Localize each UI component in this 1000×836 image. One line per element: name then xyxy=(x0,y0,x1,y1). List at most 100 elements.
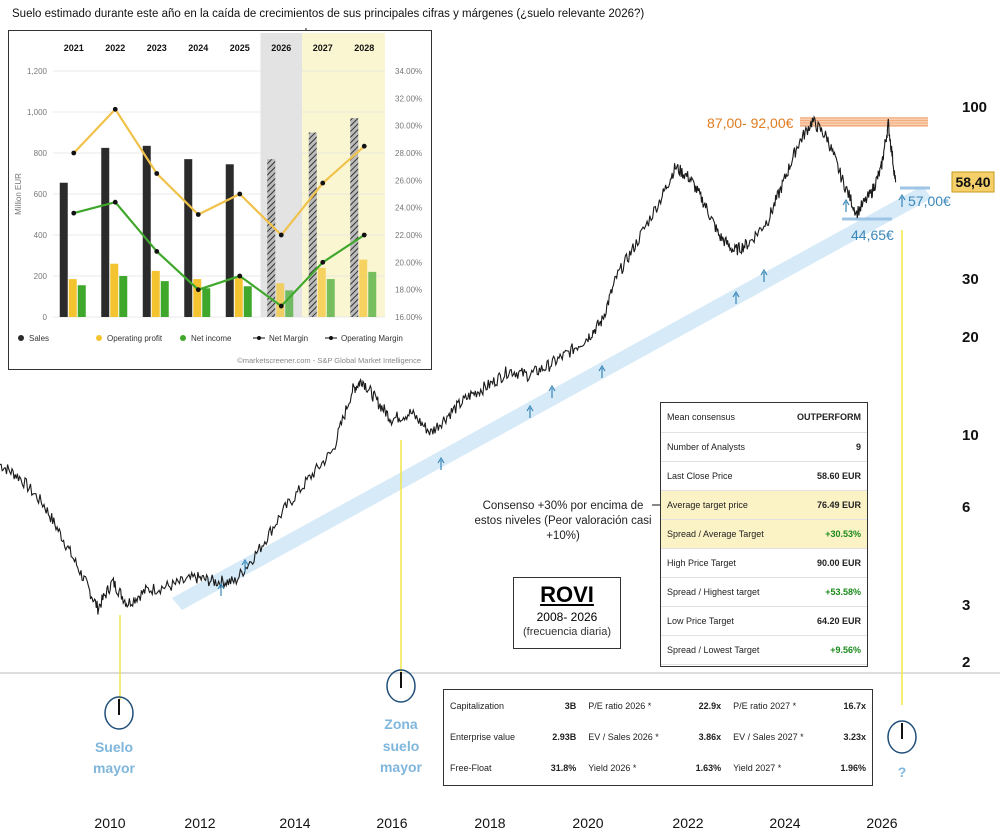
legend-label: Net income xyxy=(191,334,232,343)
floor-zone-label: mayor xyxy=(380,759,423,775)
x-tick-label: 2014 xyxy=(279,815,310,831)
valuation-value: 3.23x xyxy=(843,731,866,742)
valuation-value: 31.8% xyxy=(550,762,577,773)
net-margin-point xyxy=(361,232,367,238)
valuation-row: Capitalization 3B P/E ratio 2026 * 22.9x P/E… xyxy=(444,690,872,721)
inset-y2-tick: 18.00% xyxy=(395,286,422,295)
inset-y-label: Million EUR xyxy=(14,173,23,215)
net-income-bar xyxy=(285,290,294,317)
net-margin-point xyxy=(320,259,326,265)
valuation-label: Capitalization xyxy=(450,700,505,711)
inset-y2-tick: 34.00% xyxy=(395,67,422,76)
financials-inset-chart: 0 200 400 600 800 1,000 1,200 16.00% 18.00% 20.00… xyxy=(14,33,422,365)
legend-label: Operating profit xyxy=(107,334,163,343)
chart-title: ROVI xyxy=(540,582,594,607)
consensus-row: Spread / Highest target +53.58% xyxy=(661,577,867,607)
legend-label: Operating Margin xyxy=(341,334,403,343)
valuation-label: P/E ratio 2026 * xyxy=(588,700,652,711)
inset-year-label: 2024 xyxy=(188,43,208,53)
inset-y-tick: 1,200 xyxy=(27,67,48,76)
net-margin-point xyxy=(237,273,243,279)
floor-zone-label: suelo xyxy=(383,738,420,754)
inset-y-tick: 600 xyxy=(34,190,48,199)
consensus-row: Number of Analysts 9 xyxy=(661,432,867,462)
sales-bar xyxy=(184,159,193,317)
valuation-value: 1.63% xyxy=(695,762,722,773)
price-series-line xyxy=(0,115,897,615)
valuation-label: P/E ratio 2027 * xyxy=(733,700,797,711)
x-tick-label: 2026 xyxy=(866,815,897,831)
consensus-row: Low Price Target 64.20 EUR xyxy=(661,606,867,636)
legend-marker xyxy=(18,335,24,341)
y-tick-label: 10 xyxy=(962,427,979,444)
operating-margin-point xyxy=(361,143,367,149)
y-tick-label: 2 xyxy=(962,654,970,671)
chart-subtitle: 2008- 2026 xyxy=(536,610,598,624)
operating-profit-bar xyxy=(110,263,119,317)
valuation-label: Yield 2026 * xyxy=(588,762,637,773)
support-arrow-head xyxy=(217,582,225,590)
inset-y-tick: 1,000 xyxy=(27,108,48,117)
last-price-value: 58,40 xyxy=(955,174,990,190)
floor-major-label-2: mayor xyxy=(93,760,136,776)
legend-marker xyxy=(96,335,102,341)
sales-bar xyxy=(267,159,276,317)
operating-margin-point xyxy=(195,212,201,217)
net-income-bar xyxy=(160,281,169,317)
consensus-label: Low Price Target xyxy=(661,606,783,636)
chart-note: (frecuencia diaria) xyxy=(522,626,612,638)
valuation-value: 3B xyxy=(564,700,577,711)
valuation-row: Enterprise value 2.93B EV / Sales 2026 * 3.… xyxy=(444,721,872,752)
floor-major-label-1: Suelo xyxy=(95,739,133,755)
consensus-table-panel: Mean consensus OUTPERFORM Number of Analys… xyxy=(660,402,868,667)
net-income-bar xyxy=(77,285,86,317)
operating-profit-bar xyxy=(234,278,243,317)
y-tick-label: 30 xyxy=(962,271,979,288)
y-tick-label: 20 xyxy=(962,329,979,346)
y-tick-label: 6 xyxy=(962,499,970,516)
inset-y2-tick: 24.00% xyxy=(395,204,422,213)
support-arrow-head xyxy=(598,364,606,372)
operating-margin-point xyxy=(71,150,77,156)
unknown-label: ? xyxy=(898,764,907,780)
support-arrow-head xyxy=(898,193,906,201)
x-tick-label: 2010 xyxy=(94,815,125,831)
inset-y2-tick: 30.00% xyxy=(395,122,422,131)
inset-year-label: 2021 xyxy=(64,43,84,53)
consensus-value: 90.00 EUR xyxy=(782,548,867,578)
sales-bar xyxy=(142,145,151,317)
valuation-value: 16.7x xyxy=(843,700,866,711)
valuation-value: 3.86x xyxy=(698,731,722,742)
inset-y-tick: 200 xyxy=(34,272,48,281)
consensus-label: Average target price xyxy=(661,490,783,520)
net-income-bar xyxy=(243,286,252,317)
operating-margin-line xyxy=(73,107,366,237)
inset-year-label: 2027 xyxy=(313,43,333,53)
support-low-label: 44,65€ xyxy=(851,227,894,243)
consensus-row: Last Close Price 58.60 EUR xyxy=(661,461,867,491)
operating-profit-bar xyxy=(193,279,202,317)
valuation-label: EV / Sales 2027 * xyxy=(733,731,804,742)
operating-margin-point xyxy=(237,191,243,197)
valuation-label: Enterprise value xyxy=(450,731,516,742)
resistance-label: 87,00- 92,00€ xyxy=(707,115,794,131)
valuation-label: EV / Sales 2026 * xyxy=(588,731,659,742)
x-tick-label: 2022 xyxy=(672,815,703,831)
x-tick-label: 2024 xyxy=(769,815,800,831)
valuation-value: 22.9x xyxy=(698,700,722,711)
sales-bar xyxy=(225,164,234,317)
consensus-value: 9 xyxy=(782,432,867,462)
inset-y2-tick: 26.00% xyxy=(395,176,422,185)
legend-label: Net Margin xyxy=(269,334,308,343)
inset-y-tick: 400 xyxy=(34,231,48,240)
valuation-value: 2.93B xyxy=(552,731,577,742)
valuation-label: Free-Float xyxy=(450,762,492,773)
consensus-value: OUTPERFORM xyxy=(782,403,867,433)
floor-circle xyxy=(386,669,416,703)
operating-margin-point xyxy=(154,171,160,176)
inset-y2-tick: 20.00% xyxy=(395,258,422,267)
x-tick-label: 2018 xyxy=(474,815,505,831)
consensus-label: High Price Target xyxy=(661,548,783,578)
support-arrow-head xyxy=(760,268,768,276)
